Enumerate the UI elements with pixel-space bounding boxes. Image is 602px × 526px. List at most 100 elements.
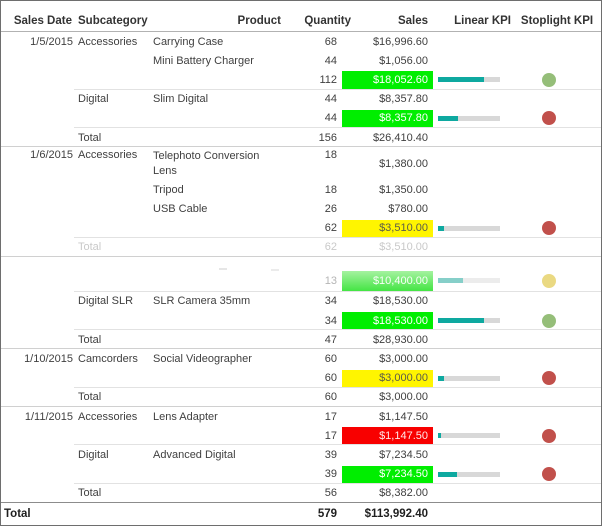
cell-linear-kpi	[433, 32, 513, 51]
stoplight-indicator-icon	[542, 72, 556, 87]
cell-quantity: 44	[324, 112, 337, 125]
cell-product	[151, 109, 284, 128]
cell-subcategory	[74, 465, 151, 484]
linear-kpi-fill	[438, 115, 459, 121]
table-row: Digital SLR SLR Camera 35mm 34 $18,530.0…	[1, 292, 601, 311]
cell-product	[151, 426, 284, 445]
cell-product: Advanced Digital	[153, 448, 236, 461]
header-product: Product	[237, 14, 281, 27]
cell-linear-kpi	[433, 330, 513, 349]
table-row: Tripod 18 $1,350.00	[1, 180, 601, 199]
cell-subcategory	[74, 270, 151, 292]
cell-sales: $1,056.00	[342, 51, 433, 70]
cell-sales-date	[1, 219, 74, 238]
cell-sales-date	[1, 465, 74, 484]
cell-sales: $780.00	[342, 199, 433, 218]
cell-product	[151, 465, 284, 484]
linear-kpi-gauge	[438, 433, 500, 439]
header-stoplight-kpi: Stoplight KPI	[520, 14, 594, 27]
linear-kpi-fill	[438, 433, 442, 439]
cell-quantity: 44	[324, 93, 337, 106]
cell-sales: $18,052.60	[342, 70, 433, 89]
sales-kpi-cell: $7,234.50	[342, 465, 433, 483]
cell-stoplight-kpi	[513, 128, 601, 147]
sales-kpi-cell: $8,357.80	[379, 93, 428, 106]
cell-sales-date	[1, 51, 74, 70]
cell-quantity: 60	[324, 372, 337, 385]
cell-subcategory: Total	[78, 333, 102, 346]
cell-sales-date	[1, 369, 74, 388]
cell-sales: $113,992.40	[342, 503, 433, 525]
sales-kpi-cell: $1,056.00	[379, 54, 428, 67]
cell-stoplight-kpi	[513, 445, 601, 464]
cell-quantity: 17	[324, 429, 337, 442]
cell-quantity: 68	[324, 35, 337, 48]
cell-product	[151, 311, 284, 330]
linear-kpi-gauge	[438, 471, 500, 477]
linear-kpi-fill	[438, 318, 484, 324]
table-body: 1/5/2015 Accessories Carrying Case 68 $1…	[1, 32, 601, 525]
cell-linear-kpi	[433, 147, 513, 180]
sales-kpi-cell: $3,000.00	[342, 369, 433, 387]
sales-kpi-cell: $18,530.00	[342, 312, 433, 330]
cell-sales: $8,382.00	[342, 484, 433, 503]
cell-product	[151, 238, 284, 257]
table-row: 112 $18,052.60	[1, 70, 601, 90]
header-linear-kpi: Linear KPI	[454, 14, 511, 27]
cell-product: Slim Digital	[153, 93, 209, 106]
cell-sales-date	[1, 238, 74, 257]
cell-sales: $16,996.60	[342, 32, 433, 51]
cell-sales-date	[1, 70, 74, 89]
cell-linear-kpi	[433, 90, 513, 109]
table-row: Digital Advanced Digital 39 $7,234.50	[1, 445, 601, 464]
table-row: 13 $10,400.00	[1, 270, 601, 292]
cell-linear-kpi	[433, 238, 513, 257]
cell-stoplight-kpi	[513, 90, 601, 109]
linear-kpi-gauge	[438, 225, 500, 231]
cell-stoplight-kpi	[513, 257, 601, 270]
cell-stoplight-kpi	[513, 219, 601, 238]
cell-product	[151, 503, 284, 525]
linear-kpi-fill	[438, 77, 484, 83]
cell-linear-kpi	[433, 219, 513, 238]
cell-sales: $18,530.00	[342, 311, 433, 330]
cell-subcategory: Total	[78, 241, 102, 254]
cell-product	[151, 330, 284, 349]
cell-product	[151, 388, 284, 407]
cell-linear-kpi	[433, 388, 513, 407]
cell-sales: $3,000.00	[342, 388, 433, 407]
table-row: Total 156 $26,410.40	[1, 128, 601, 148]
sales-kpi-cell: $18,530.00	[372, 295, 428, 308]
cell-sales-date	[1, 484, 74, 503]
cell-linear-kpi	[433, 349, 513, 368]
stoplight-indicator-icon	[542, 221, 556, 236]
stoplight-indicator-icon	[542, 111, 556, 126]
cell-stoplight-kpi	[513, 292, 601, 311]
header-sales-date: Sales Date	[13, 14, 72, 27]
cell-linear-kpi	[433, 369, 513, 388]
cell-product: Lens Adapter	[153, 410, 218, 423]
cell-stoplight-kpi	[513, 270, 601, 292]
sales-kpi-cell: $16,996.60	[372, 35, 428, 48]
table-row: Total 47 $28,930.00	[1, 330, 601, 350]
cell-sales: $3,000.00	[342, 349, 433, 368]
cell-subcategory: Camcorders	[78, 353, 138, 366]
cell-product: Social Videographer	[153, 353, 252, 366]
cell-subcategory: Accessories	[78, 149, 138, 162]
row-divider	[74, 329, 601, 331]
cell-sales-date: 1/6/2015	[30, 149, 73, 162]
cell-sales: $18,530.00	[342, 292, 433, 311]
row-divider	[74, 444, 601, 446]
cell-linear-kpi	[433, 407, 513, 426]
table-header: Sales Date Subcategory Product Quantity …	[1, 10, 601, 32]
cell-subcategory: Total	[78, 487, 102, 500]
cell-linear-kpi	[433, 128, 513, 147]
cell-product	[151, 257, 284, 270]
cell-linear-kpi	[433, 199, 513, 218]
cell-linear-kpi	[433, 180, 513, 199]
table-row: 60 $3,000.00	[1, 369, 601, 388]
cell-product	[151, 270, 284, 292]
cell-quantity: 60	[324, 391, 337, 404]
cell-stoplight-kpi	[513, 109, 601, 128]
